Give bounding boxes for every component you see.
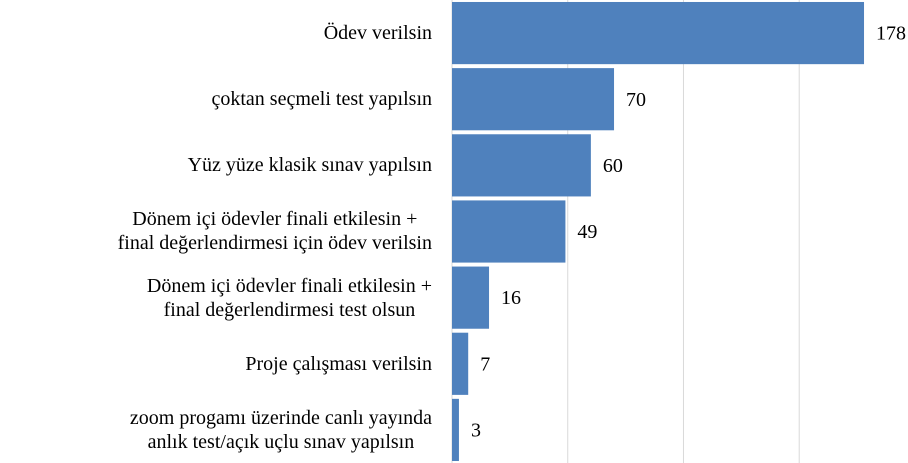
value-label: 7	[480, 353, 490, 375]
value-label: 70	[626, 89, 646, 111]
bar	[452, 1, 865, 65]
category-text: Dönem içi ödevler finali etkilesin + fin…	[146, 274, 432, 321]
category-label: zoom progamı üzerinde canlı yayında anlı…	[0, 397, 432, 463]
category-label: Dönem içi ödevler finali etkilesin + fin…	[0, 265, 432, 331]
bar	[452, 332, 469, 395]
value-label: 49	[577, 221, 597, 243]
bar	[452, 200, 566, 263]
value-label: 3	[471, 420, 481, 442]
value-label: 16	[501, 287, 521, 309]
category-label: Dönem içi ödevler finali etkilesin + fin…	[0, 198, 432, 264]
category-text: Dönem içi ödevler finali etkilesin + fin…	[117, 208, 432, 255]
category-text: çoktan seçmeli test yapılsın	[211, 88, 433, 111]
bar	[452, 266, 490, 329]
category-label: çoktan seçmeli test yapılsın	[0, 66, 433, 132]
category-text: Yüz yüze klasik sınav yapılsın	[187, 154, 432, 177]
bar	[452, 398, 459, 462]
bar	[452, 134, 591, 197]
category-label: Ödev verilsin	[0, 0, 432, 66]
value-label: 178	[876, 23, 906, 45]
value-label: 60	[603, 155, 623, 177]
category-label: Proje çalışması verilsin	[0, 331, 432, 397]
category-label: Yüz yüze klasik sınav yapılsın	[0, 132, 432, 198]
category-text: zoom progamı üzerinde canlı yayında anlı…	[129, 406, 432, 453]
bar	[452, 68, 615, 131]
category-text: Ödev verilsin	[323, 22, 432, 45]
category-text: Proje çalışması verilsin	[245, 352, 432, 375]
